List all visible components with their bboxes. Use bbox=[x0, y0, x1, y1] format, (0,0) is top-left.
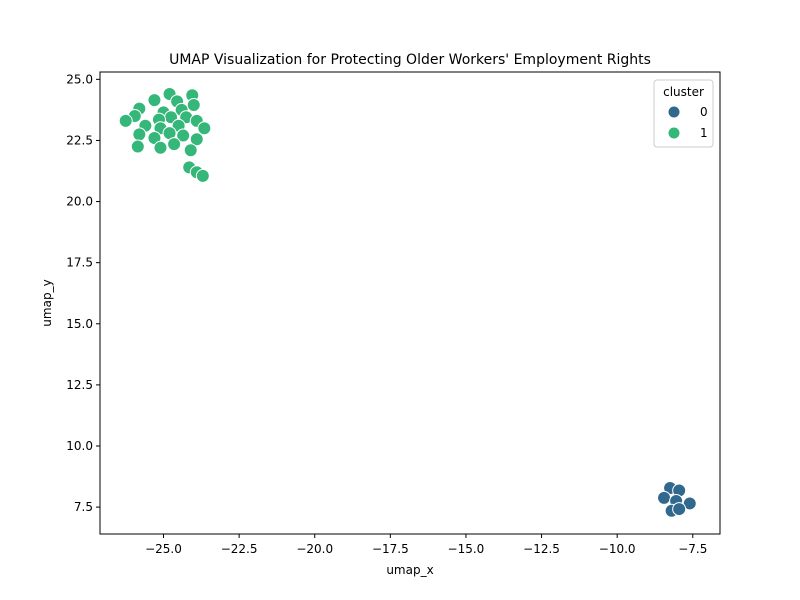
y-tick-label: 25.0 bbox=[66, 72, 93, 86]
data-point-cluster-1 bbox=[189, 132, 204, 147]
y-tick-label: 17.5 bbox=[66, 256, 93, 270]
data-point-cluster-1 bbox=[197, 121, 212, 136]
x-tick-label: −12.5 bbox=[523, 542, 560, 556]
data-point-cluster-1 bbox=[118, 113, 133, 128]
legend-marker-0 bbox=[667, 105, 681, 119]
x-axis-label: umap_x bbox=[386, 563, 433, 577]
legend-title: cluster bbox=[663, 85, 704, 99]
legend: cluster 01 bbox=[653, 79, 714, 148]
data-point-cluster-0 bbox=[672, 502, 687, 517]
y-tick-label: 7.5 bbox=[74, 500, 93, 514]
data-point-cluster-1 bbox=[176, 128, 191, 143]
y-axis-label: umap_y bbox=[40, 279, 54, 326]
y-tick-label: 12.5 bbox=[66, 378, 93, 392]
data-point-cluster-0 bbox=[657, 490, 672, 505]
legend-entries: 01 bbox=[667, 105, 708, 140]
y-tick-label: 15.0 bbox=[66, 317, 93, 331]
y-tick-label: 20.0 bbox=[66, 195, 93, 209]
x-tick-label: −15.0 bbox=[448, 542, 485, 556]
data-point-cluster-1 bbox=[183, 143, 198, 158]
y-tick-label: 10.0 bbox=[66, 439, 93, 453]
x-tick-label: −10.0 bbox=[599, 542, 636, 556]
legend-label-1: 1 bbox=[700, 126, 708, 140]
data-point-cluster-1 bbox=[195, 168, 210, 183]
data-point-cluster-1 bbox=[186, 98, 201, 112]
x-tick-label: −25.0 bbox=[145, 542, 182, 556]
legend-marker-1 bbox=[667, 126, 681, 140]
x-tick-label: −17.5 bbox=[372, 542, 409, 556]
x-tick-label: −7.5 bbox=[678, 542, 707, 556]
points-layer bbox=[118, 87, 697, 518]
chart-title: UMAP Visualization for Protecting Older … bbox=[169, 52, 651, 68]
data-point-cluster-1 bbox=[132, 127, 147, 142]
legend-label-0: 0 bbox=[700, 105, 708, 119]
x-tick-label: −22.5 bbox=[221, 542, 258, 556]
y-tick-label: 22.5 bbox=[66, 133, 93, 147]
data-point-cluster-1 bbox=[147, 93, 162, 108]
plot-frame bbox=[99, 71, 721, 535]
data-point-cluster-1 bbox=[167, 137, 182, 152]
ticks-layer: −25.0 −22.5 −20.0 −17.5 −15.0 −12.5 −10.0 −7.5 7… bbox=[66, 72, 707, 556]
data-point-cluster-1 bbox=[130, 139, 145, 154]
x-tick-label: −20.0 bbox=[296, 542, 333, 556]
data-point-cluster-1 bbox=[153, 140, 168, 155]
